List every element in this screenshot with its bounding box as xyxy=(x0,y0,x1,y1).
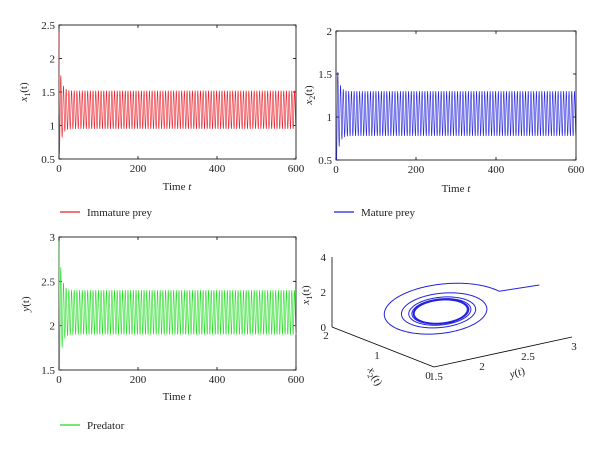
x-tick-label: 2 xyxy=(479,361,485,373)
legend-label: Immature prey xyxy=(87,207,153,219)
y-tick-label: 1 xyxy=(50,121,56,133)
series-line-path xyxy=(58,241,297,371)
legend-label: Mature prey xyxy=(361,207,416,219)
y-tick-label: 3 xyxy=(50,232,56,244)
x-tick-label: 0 xyxy=(56,374,62,386)
y-axis-label: x1(t) xyxy=(18,82,32,103)
axes-3d xyxy=(331,257,573,368)
y-tick-label: 2 xyxy=(327,26,333,38)
y-tick-label: 0.5 xyxy=(41,154,55,166)
x-tick-label: 600 xyxy=(288,163,305,175)
x-tick-label: 600 xyxy=(288,374,305,386)
series-line xyxy=(58,31,297,156)
z-tick-label: 0 xyxy=(321,322,327,334)
tick-labels: 0 200 400 600 0.5 1 1.5 2 2.5 xyxy=(41,20,305,175)
x-tick-label: 200 xyxy=(130,374,147,386)
panel-mature-prey: 0 200 400 600 0.5 1 1.5 2 Time t x2(t) Mature p… xyxy=(303,26,585,219)
y-tick-label: 0 xyxy=(425,370,431,382)
x-tick-label: 200 xyxy=(408,164,425,176)
series-line xyxy=(58,241,297,371)
x-axis-line xyxy=(433,336,573,368)
z-tick-label: 4 xyxy=(321,252,327,264)
y-tick-label: 1 xyxy=(374,350,380,362)
x-axis-label: Time t xyxy=(442,183,472,195)
x-tick-label: 600 xyxy=(568,164,585,176)
y-tick-label: 1.5 xyxy=(41,365,55,377)
x-axis-label: Time t xyxy=(163,181,193,193)
y-tick-label: 0.5 xyxy=(318,155,332,167)
z-axis-label: x1(t) xyxy=(300,285,314,306)
y-axis-line xyxy=(331,326,435,368)
x-tick-label: 3 xyxy=(571,341,577,353)
plot-frame xyxy=(335,30,577,161)
x-tick-label: 0 xyxy=(333,164,339,176)
y-tick-label: 2.5 xyxy=(41,276,55,288)
y-tick-label: 1.5 xyxy=(41,87,55,99)
x-tick-label: 200 xyxy=(130,163,147,175)
x-tick-label: 0 xyxy=(56,163,62,175)
y-axis-label: x2(t) xyxy=(363,364,385,389)
x-axis-label: y(t) xyxy=(507,365,526,381)
trajectory-line xyxy=(383,282,540,335)
series-line xyxy=(336,71,577,161)
y-tick-label: 1.5 xyxy=(318,69,332,81)
plot-frame xyxy=(58,24,297,160)
x-tick-label: 2.5 xyxy=(521,351,535,363)
panel-predator: 0 200 400 600 1.5 2 2.5 3 Time t y(t) Predator xyxy=(20,232,305,432)
series-line-path xyxy=(336,71,577,161)
x-axis-label: Time t xyxy=(163,391,193,403)
plot-frame xyxy=(58,236,297,371)
trajectory-path xyxy=(383,282,540,335)
y-axis-label: x2(t) xyxy=(303,85,317,106)
z-tick-label: 2 xyxy=(321,287,327,299)
x-tick-label: 1.5 xyxy=(429,371,443,383)
y-tick-label: 2 xyxy=(323,330,329,342)
x-tick-label: 400 xyxy=(209,163,226,175)
y-axis-label: y(t) xyxy=(20,296,32,313)
x-tick-label: 400 xyxy=(209,374,226,386)
y-tick-label: 1 xyxy=(327,112,333,124)
panel-immature-prey: 0 200 400 600 0.5 1 1.5 2 2.5 Time t x1(t) Immat… xyxy=(18,20,305,219)
x-tick-label: 400 xyxy=(488,164,505,176)
y-tick-label: 2.5 xyxy=(41,20,55,32)
legend-label: Predator xyxy=(87,420,125,432)
tick-labels: 0 200 400 600 0.5 1 1.5 2 xyxy=(318,26,585,176)
y-tick-label: 2 xyxy=(50,321,56,333)
y-tick-label: 2 xyxy=(50,54,56,66)
series-line-path xyxy=(58,31,297,156)
